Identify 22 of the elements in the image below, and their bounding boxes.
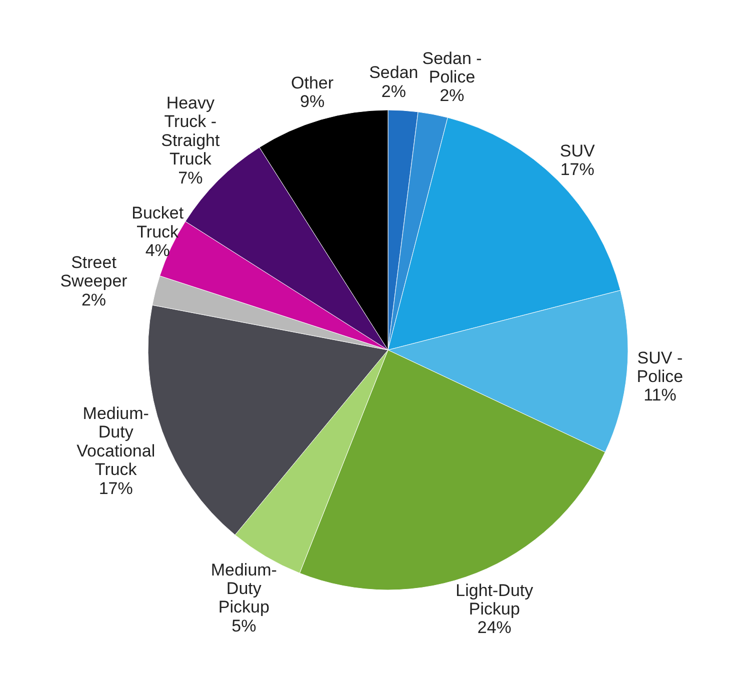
slice-label: Sedan - Police <box>422 48 482 87</box>
data-label: 11% <box>644 386 676 405</box>
data-label: 4% <box>145 241 170 260</box>
slice-label: SUV <box>560 141 596 160</box>
data-label: 5% <box>232 616 256 636</box>
data-label: 7% <box>178 168 203 188</box>
slice-label: SUV - Police <box>636 348 684 386</box>
data-label: 2% <box>381 82 406 101</box>
slice-label: Medium-Duty Vocational Truck <box>76 404 156 480</box>
data-label: 2% <box>81 290 106 310</box>
slice-label: Light-Duty Pickup <box>456 580 534 618</box>
slice-label: Medium-Duty Pickup <box>210 560 277 617</box>
slice-label: Sedan <box>369 63 418 82</box>
slice-label: Bucket Truck <box>132 204 184 242</box>
data-label: 17% <box>560 160 594 180</box>
slice-label: Street Sweeper <box>60 252 128 291</box>
slice-label: Heavy Truck - Straight Truck <box>161 93 220 169</box>
data-label: 24% <box>477 618 512 638</box>
slice-label: Other <box>291 73 334 92</box>
data-label: 17% <box>98 478 133 498</box>
data-label: 9% <box>300 92 325 111</box>
data-label: 2% <box>440 86 464 106</box>
